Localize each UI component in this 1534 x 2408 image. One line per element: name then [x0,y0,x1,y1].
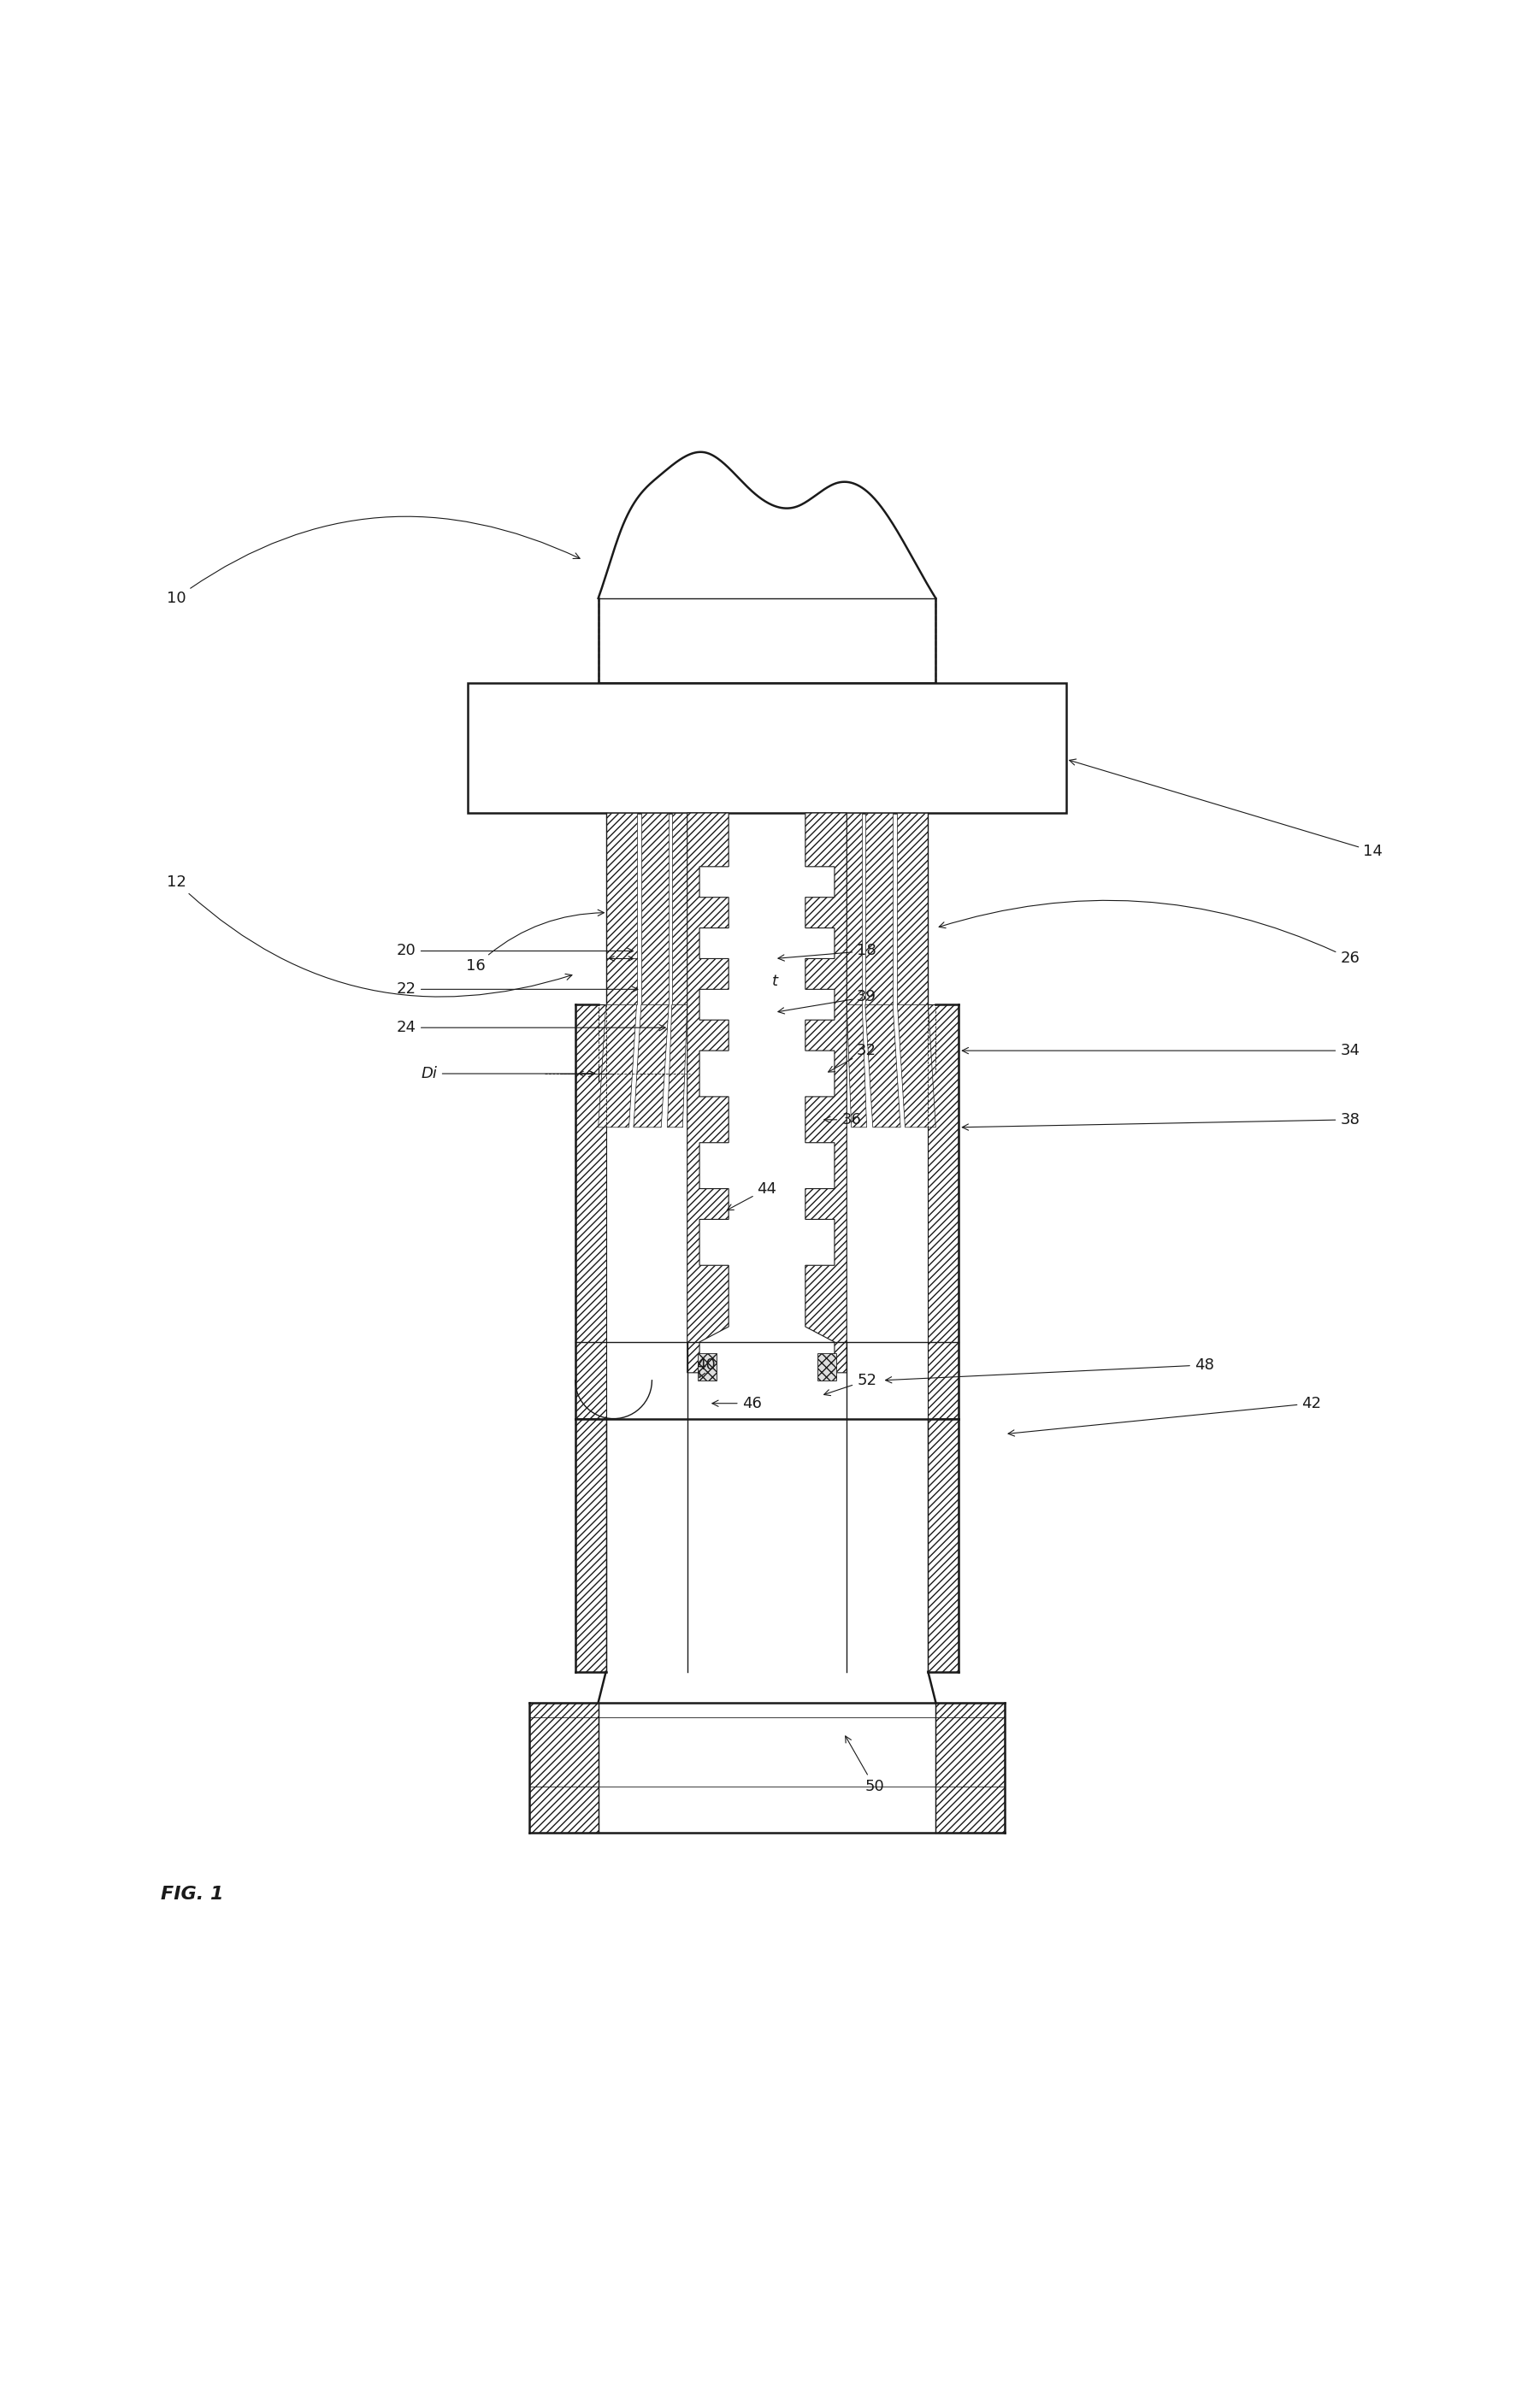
Text: FIG. 1: FIG. 1 [161,1885,224,1902]
Text: 10: 10 [167,515,580,607]
Polygon shape [575,1418,606,1671]
Text: 16: 16 [466,910,604,973]
Text: 38: 38 [962,1112,1359,1129]
Text: t: t [772,973,778,990]
Polygon shape [672,814,687,1004]
Text: 36: 36 [824,1112,861,1127]
Text: 50: 50 [845,1736,884,1794]
Text: 42: 42 [1008,1397,1321,1435]
Text: Di: Di [422,1067,595,1081]
Text: 22: 22 [397,982,638,997]
Polygon shape [805,814,847,1373]
Polygon shape [667,1004,687,1127]
Text: 24: 24 [397,1021,666,1035]
Text: 46: 46 [712,1397,761,1411]
Polygon shape [897,1004,936,1127]
Polygon shape [575,1004,606,1418]
Polygon shape [698,1353,716,1380]
Text: 52: 52 [824,1373,876,1397]
Polygon shape [634,1004,669,1127]
Text: 40: 40 [696,1358,715,1377]
Text: 26: 26 [939,901,1359,966]
Polygon shape [529,1702,598,1832]
Bar [468,681,1066,814]
Text: 32: 32 [828,1043,876,1072]
Polygon shape [928,1418,959,1671]
Text: 14: 14 [1069,759,1382,860]
Polygon shape [897,814,928,1004]
Polygon shape [928,1004,959,1418]
Polygon shape [598,1004,637,1127]
Polygon shape [687,814,729,1373]
Polygon shape [847,814,862,1004]
Polygon shape [847,1004,867,1127]
Text: 20: 20 [397,944,634,958]
Text: 48: 48 [885,1358,1213,1382]
Polygon shape [865,1004,900,1127]
Text: 34: 34 [962,1043,1359,1060]
Polygon shape [865,814,893,1004]
Text: 18: 18 [778,944,876,961]
Polygon shape [936,1702,1005,1832]
Text: 12: 12 [167,874,572,997]
Polygon shape [641,814,669,1004]
Text: 44: 44 [727,1180,776,1211]
Polygon shape [606,814,637,1004]
Text: 39: 39 [778,990,876,1014]
Polygon shape [818,1353,836,1380]
Bar [598,597,936,681]
